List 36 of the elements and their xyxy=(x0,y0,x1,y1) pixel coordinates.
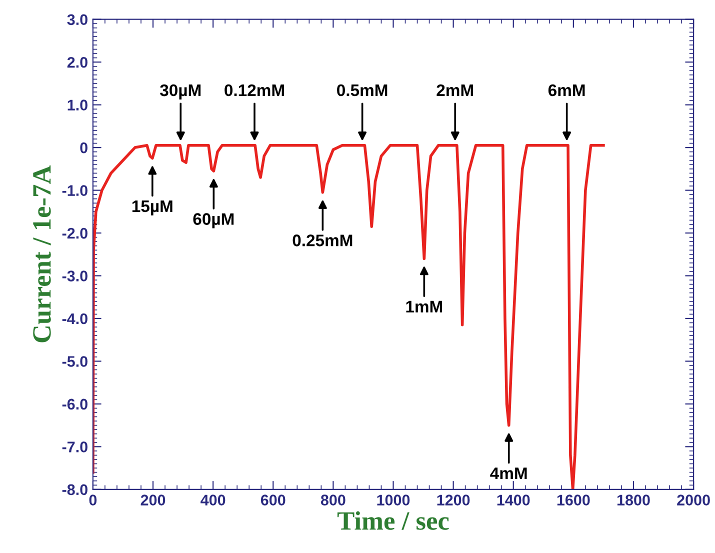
annotation: 0.5mM xyxy=(337,84,388,96)
x-tick-label: 1000 xyxy=(377,494,410,506)
y-tick-label: -4.0 xyxy=(62,313,88,324)
x-tick-label: 1400 xyxy=(497,494,530,506)
annotation: 2mM xyxy=(436,84,473,96)
x-axis-title: Time / sec xyxy=(337,511,449,530)
x-tick-label: 2000 xyxy=(677,494,710,506)
x-tick-label: 200 xyxy=(140,494,166,506)
y-axis-title: Current / 1e-7A xyxy=(33,165,51,342)
line-series xyxy=(92,144,605,490)
annotation: 30µM xyxy=(160,84,201,100)
x-tick-label: 1200 xyxy=(437,494,470,506)
annotation: 15µM xyxy=(132,200,172,216)
x-tick-label: 600 xyxy=(260,494,286,506)
y-tick-label: -2.0 xyxy=(62,228,88,239)
annotation: 0.12mM xyxy=(224,84,284,96)
y-tick-label: -8.0 xyxy=(62,484,88,496)
x-tick-label: 800 xyxy=(320,494,346,506)
y-tick-label: 3.0 xyxy=(67,14,88,26)
x-tick-label: 0 xyxy=(89,494,97,506)
y-tick-label: -5.0 xyxy=(62,356,88,367)
annotation: 1mM xyxy=(406,300,442,312)
y-tick-label: -6.0 xyxy=(62,398,88,410)
annotation: 0.25mM xyxy=(292,234,352,246)
x-tick-label: 1600 xyxy=(557,494,590,506)
annotation: 4mM xyxy=(490,468,527,480)
x-tick-label: 1800 xyxy=(617,494,650,506)
y-tick-label: 2.0 xyxy=(67,56,88,68)
y-tick-label: -3.0 xyxy=(62,270,88,282)
annotation: 60µM xyxy=(193,213,234,228)
y-tick-label: -1.0 xyxy=(62,185,88,196)
x-tick-label: 400 xyxy=(200,494,226,506)
annotation: 6mM xyxy=(548,84,585,96)
y-tick-label: 1.0 xyxy=(68,100,88,111)
y-tick-label: 0 xyxy=(80,142,88,154)
y-tick-label: -7.0 xyxy=(62,442,88,452)
